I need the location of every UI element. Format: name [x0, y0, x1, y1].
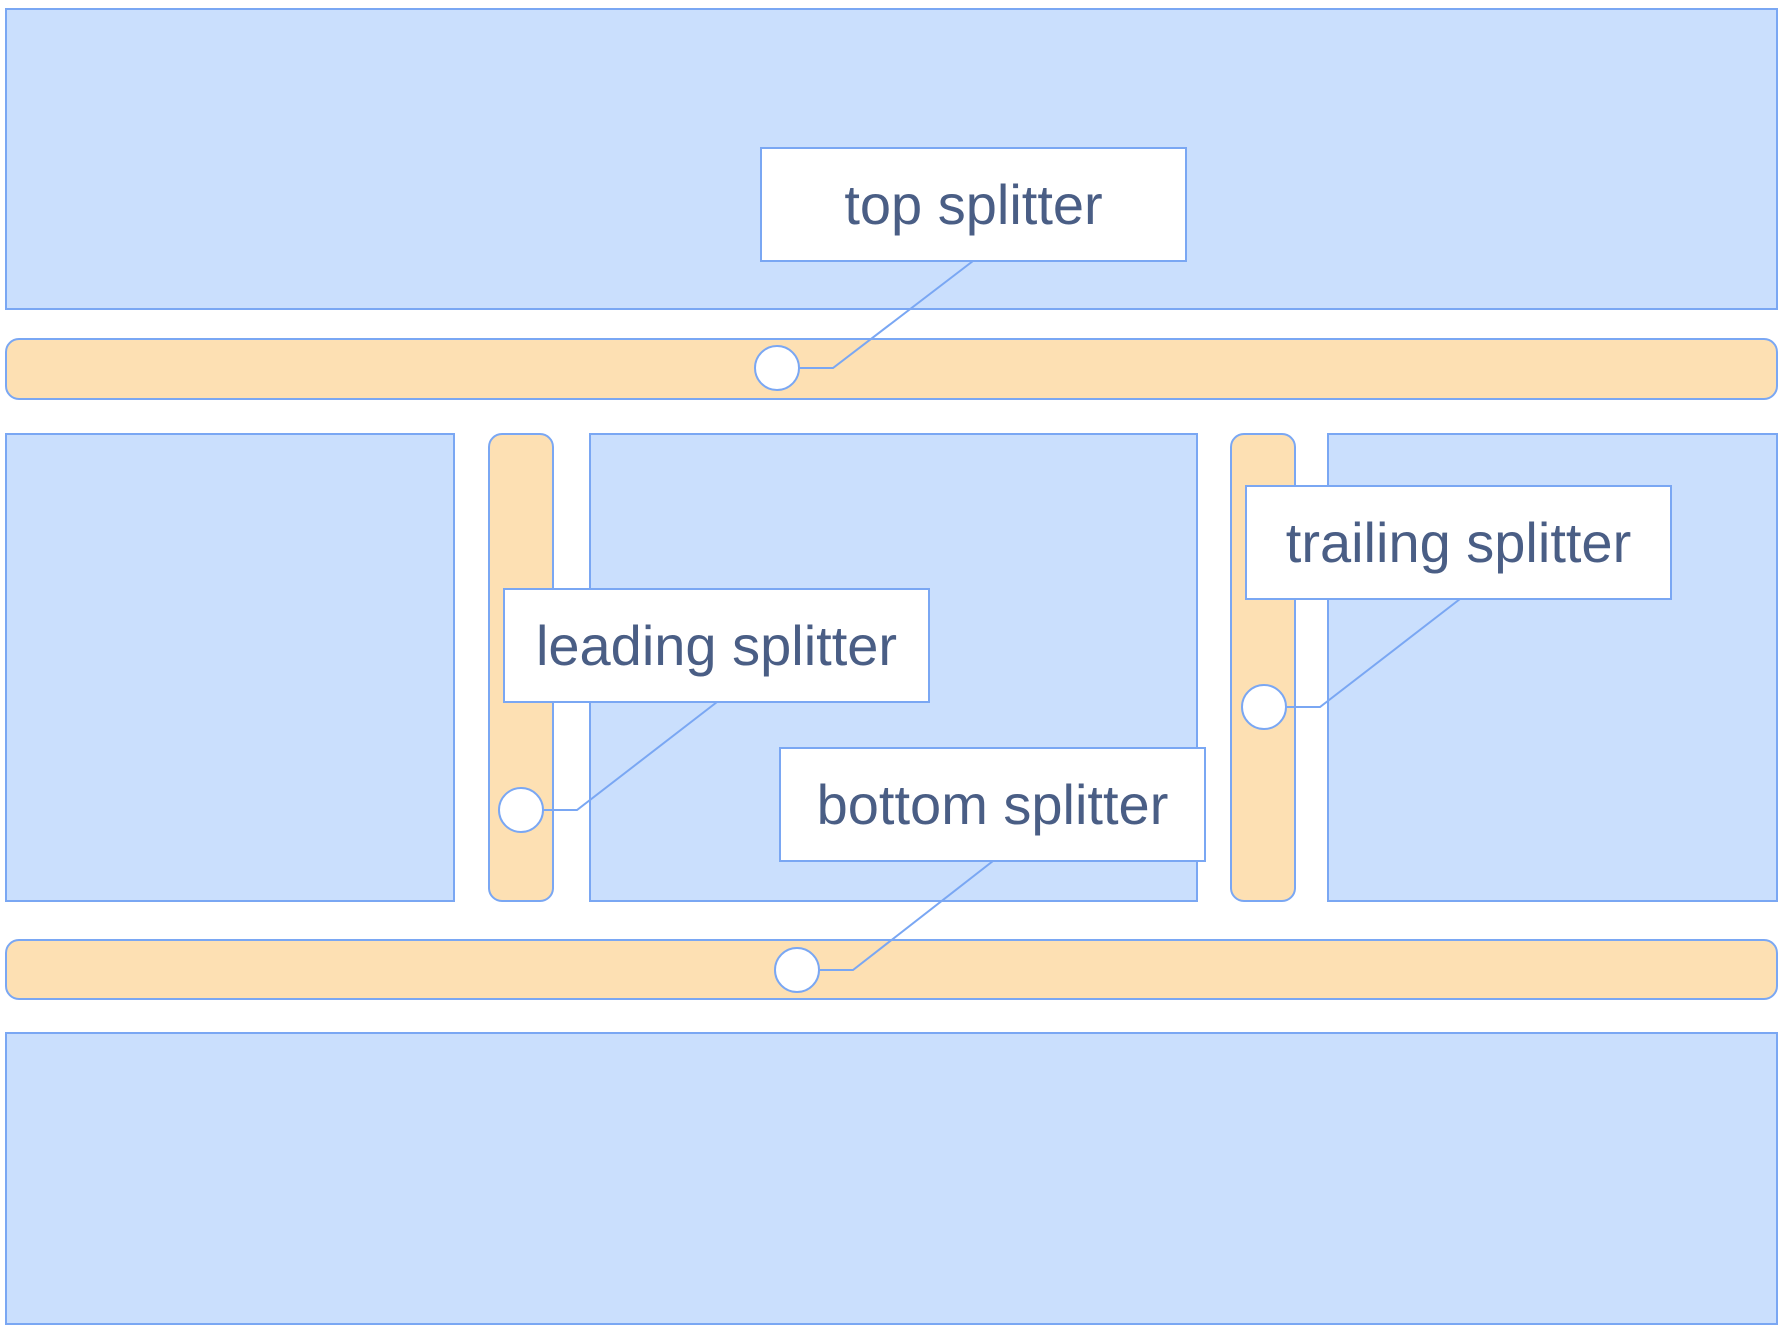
- top-splitter-label: top splitter: [760, 147, 1187, 262]
- leading-pane: [5, 433, 455, 902]
- bottom-pane: [5, 1032, 1778, 1325]
- top-splitter[interactable]: [5, 338, 1778, 400]
- leading-splitter-label: leading splitter: [503, 588, 930, 703]
- trailing-splitter-label: trailing splitter: [1245, 485, 1672, 600]
- bottom-splitter-label: bottom splitter: [779, 747, 1206, 862]
- bottom-splitter[interactable]: [5, 939, 1778, 1000]
